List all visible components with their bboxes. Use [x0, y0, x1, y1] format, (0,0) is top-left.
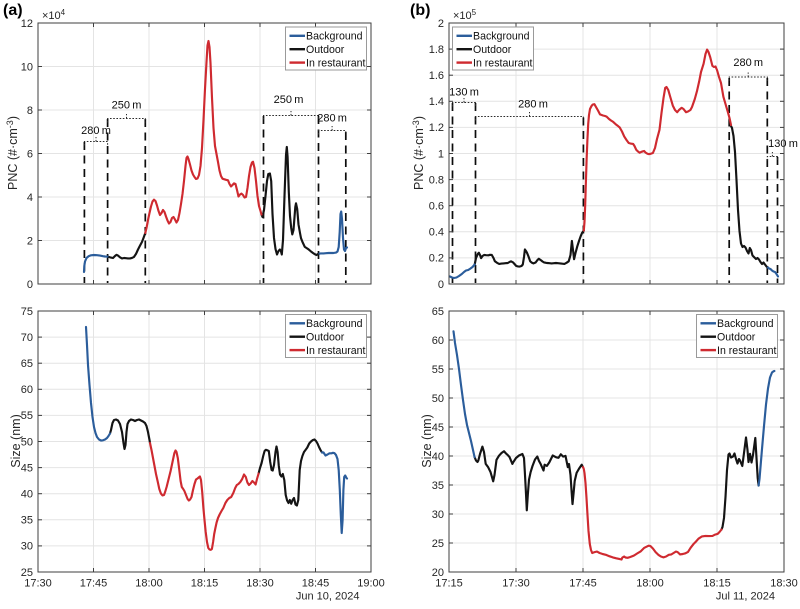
svg-text:17:30: 17:30: [502, 578, 530, 590]
svg-text:PNC (#·cm-3): PNC (#·cm-3): [411, 116, 426, 190]
svg-text:Background: Background: [306, 31, 363, 43]
svg-text:18:15: 18:15: [191, 578, 219, 590]
svg-text:20: 20: [432, 567, 444, 579]
svg-text:2: 2: [27, 235, 33, 247]
svg-text:Jun 10, 2024: Jun 10, 2024: [296, 591, 360, 603]
svg-text:65: 65: [21, 358, 33, 370]
svg-text:250 m: 250 m: [274, 94, 304, 106]
svg-text:8: 8: [27, 105, 33, 117]
svg-text:1: 1: [438, 148, 444, 160]
svg-text:1.4: 1.4: [429, 96, 444, 108]
svg-text:55: 55: [432, 364, 444, 376]
svg-text:In restaurant: In restaurant: [306, 57, 366, 69]
svg-text:In restaurant: In restaurant: [306, 345, 366, 357]
svg-text:45: 45: [432, 422, 444, 434]
svg-text:35: 35: [21, 515, 33, 527]
svg-text:280 m: 280 m: [81, 125, 111, 137]
svg-text:50: 50: [21, 436, 33, 448]
svg-text:Background: Background: [473, 31, 530, 43]
svg-text:250 m: 250 m: [112, 100, 142, 112]
svg-text:18:00: 18:00: [135, 578, 163, 590]
svg-text:Background: Background: [717, 318, 774, 330]
svg-text:30: 30: [432, 509, 444, 521]
svg-text:(a): (a): [3, 2, 23, 19]
svg-text:60: 60: [432, 335, 444, 347]
svg-text:30: 30: [21, 541, 33, 553]
svg-text:280 m: 280 m: [733, 57, 763, 69]
svg-text:PNC (#·cm-3): PNC (#·cm-3): [5, 116, 20, 190]
svg-text:0.8: 0.8: [429, 174, 444, 186]
svg-text:0.4: 0.4: [429, 227, 444, 239]
svg-text:18:30: 18:30: [770, 578, 798, 590]
svg-text:19:00: 19:00: [357, 578, 385, 590]
svg-text:6: 6: [27, 148, 33, 160]
svg-text:17:15: 17:15: [435, 578, 463, 590]
svg-text:45: 45: [21, 462, 33, 474]
svg-text:60: 60: [21, 384, 33, 396]
svg-text:18:00: 18:00: [636, 578, 664, 590]
svg-text:50: 50: [432, 393, 444, 405]
svg-text:0: 0: [438, 279, 444, 291]
svg-text:1.6: 1.6: [429, 70, 444, 82]
svg-text:1.2: 1.2: [429, 122, 444, 134]
svg-text:1.8: 1.8: [429, 44, 444, 56]
svg-text:25: 25: [21, 567, 33, 579]
svg-text:Outdoor: Outdoor: [306, 331, 345, 343]
svg-text:17:45: 17:45: [80, 578, 108, 590]
svg-text:25: 25: [432, 538, 444, 550]
svg-text:18:45: 18:45: [302, 578, 330, 590]
svg-text:2: 2: [438, 18, 444, 30]
svg-text:×105: ×105: [453, 8, 477, 22]
svg-text:18:30: 18:30: [246, 578, 274, 590]
svg-text:10: 10: [21, 61, 33, 73]
svg-text:70: 70: [21, 332, 33, 344]
svg-text:35: 35: [432, 480, 444, 492]
svg-text:Size (nm): Size (nm): [9, 414, 23, 467]
svg-text:Background: Background: [306, 318, 363, 330]
svg-text:55: 55: [21, 410, 33, 422]
svg-text:(b): (b): [410, 2, 430, 19]
svg-text:40: 40: [21, 489, 33, 501]
svg-text:Size (nm): Size (nm): [420, 414, 434, 467]
svg-text:0.6: 0.6: [429, 201, 444, 213]
svg-text:130 m: 130 m: [449, 87, 479, 99]
svg-text:280 m: 280 m: [317, 113, 347, 125]
svg-text:12: 12: [21, 18, 33, 30]
svg-text:130 m: 130 m: [768, 138, 798, 150]
svg-text:In restaurant: In restaurant: [717, 345, 777, 357]
svg-text:75: 75: [21, 306, 33, 318]
svg-text:65: 65: [432, 306, 444, 318]
svg-text:Outdoor: Outdoor: [473, 44, 512, 56]
svg-text:Outdoor: Outdoor: [306, 44, 345, 56]
svg-text:280 m: 280 m: [518, 99, 548, 111]
svg-text:0: 0: [27, 279, 33, 291]
svg-text:4: 4: [27, 192, 33, 204]
svg-text:0.2: 0.2: [429, 253, 444, 265]
svg-text:18:15: 18:15: [703, 578, 731, 590]
svg-text:Jul 11, 2024: Jul 11, 2024: [716, 591, 775, 603]
svg-text:17:45: 17:45: [569, 578, 597, 590]
svg-text:×104: ×104: [42, 8, 66, 22]
svg-text:In restaurant: In restaurant: [473, 57, 533, 69]
svg-text:40: 40: [432, 451, 444, 463]
svg-text:17:30: 17:30: [24, 578, 52, 590]
svg-text:Outdoor: Outdoor: [717, 331, 756, 343]
